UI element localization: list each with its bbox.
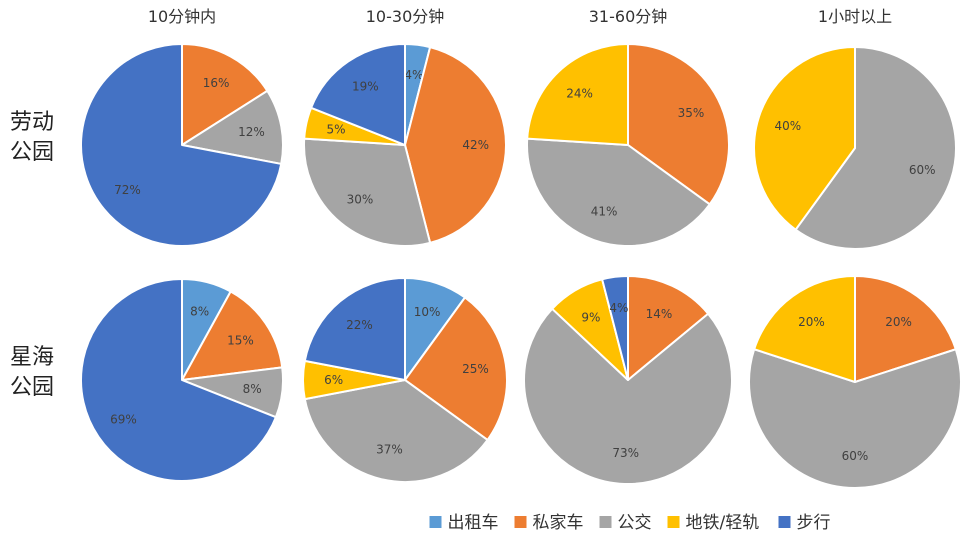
pie-slice — [526, 43, 629, 146]
data-label: 19% — [352, 80, 379, 94]
row-label-2-line-2: 公园 — [10, 375, 54, 400]
row-label-1-line-2: 公园 — [10, 140, 54, 165]
pie-slice — [181, 89, 284, 165]
column-title-4: 1小时以上 — [818, 7, 892, 26]
legend-item-1: 出租车 — [429, 513, 499, 533]
pie-slice — [404, 296, 508, 441]
legend-label: 地铁/轻轨 — [686, 513, 760, 533]
data-label: 60% — [909, 163, 936, 177]
row-label-2-line-1: 星海 — [10, 345, 54, 370]
pie-slice — [310, 43, 406, 146]
legend-swatch — [514, 516, 527, 528]
legend-swatch — [778, 516, 791, 528]
data-label: 9% — [581, 310, 600, 324]
pie-1-3: 35% 41% 24% — [526, 43, 730, 247]
pie-slice — [181, 43, 269, 146]
data-label: 30% — [347, 193, 374, 207]
pie-slice — [748, 348, 962, 489]
data-label: 42% — [462, 138, 489, 152]
pie-slice — [854, 275, 957, 383]
pie-2-1: 8% 15% 8% 69% — [80, 278, 284, 482]
data-label: 60% — [842, 449, 869, 463]
data-label: 37% — [376, 443, 403, 457]
legend-item-2: 私家车 — [514, 513, 584, 533]
column-title-1: 10分钟内 — [148, 7, 216, 26]
legend-label: 私家车 — [533, 513, 584, 533]
data-label: 8% — [190, 305, 209, 319]
data-label: 72% — [114, 183, 141, 197]
column-title-3: 31-60分钟 — [589, 7, 668, 26]
data-label: 24% — [566, 87, 593, 101]
data-label: 40% — [774, 119, 801, 133]
data-label: 20% — [798, 315, 825, 329]
data-label: 25% — [462, 362, 489, 376]
pie-1-4: 60% 40% — [753, 46, 957, 250]
data-label: 6% — [324, 373, 343, 387]
pie-2-2: 10% 25% 37% 6% 22% — [302, 277, 508, 483]
data-label: 69% — [110, 413, 137, 427]
pie-1-2: 4% 42% 30% 5% 19% — [303, 42, 508, 248]
legend-label: 步行 — [797, 513, 831, 533]
data-label: 35% — [678, 106, 705, 120]
column-title-2: 10-30分钟 — [366, 7, 445, 26]
legend-swatch — [429, 516, 442, 528]
legend-swatch — [599, 516, 612, 528]
pie-slice — [523, 307, 733, 486]
data-label: 41% — [591, 205, 618, 219]
pie-slice — [627, 275, 710, 381]
pie-slice — [181, 290, 284, 381]
pie-slice — [303, 379, 489, 483]
pie-slice — [753, 275, 856, 383]
data-label: 16% — [203, 76, 230, 90]
pie-2-4: 20% 60% 20% — [748, 275, 962, 489]
pie-slice — [627, 43, 730, 206]
pie-1-1: 16% 12% 72% — [80, 43, 284, 247]
data-label: 12% — [238, 125, 265, 139]
legend-item-3: 公交 — [599, 513, 652, 533]
data-label: 15% — [227, 333, 254, 347]
data-label: 22% — [346, 318, 373, 332]
legend-swatch — [667, 516, 680, 528]
data-label: 5% — [326, 123, 345, 137]
pie-slice — [526, 137, 711, 247]
legend-item-5: 步行 — [778, 513, 831, 533]
data-label: 4% — [404, 68, 423, 82]
pie-slice — [753, 46, 856, 231]
legend-label: 出租车 — [448, 513, 499, 533]
legend-item-4: 地铁/轻轨 — [667, 513, 760, 533]
data-label: 73% — [612, 446, 639, 460]
pie-slice — [80, 278, 277, 482]
pie-slice — [303, 137, 432, 248]
row-label-1-line-1: 劳动 — [10, 110, 54, 135]
legend-label: 公交 — [618, 513, 652, 533]
pie-slice — [404, 46, 508, 244]
data-label: 4% — [609, 301, 628, 315]
pie-slice — [794, 46, 957, 250]
data-label: 8% — [243, 382, 262, 396]
pie-slice — [80, 43, 283, 247]
pie-2-3: 14% 73% 9% 4% — [523, 275, 733, 486]
data-label: 14% — [646, 307, 673, 321]
pie-slice — [601, 275, 629, 381]
pie-slice — [303, 277, 406, 381]
data-label: 10% — [414, 305, 441, 319]
data-label: 20% — [885, 315, 912, 329]
